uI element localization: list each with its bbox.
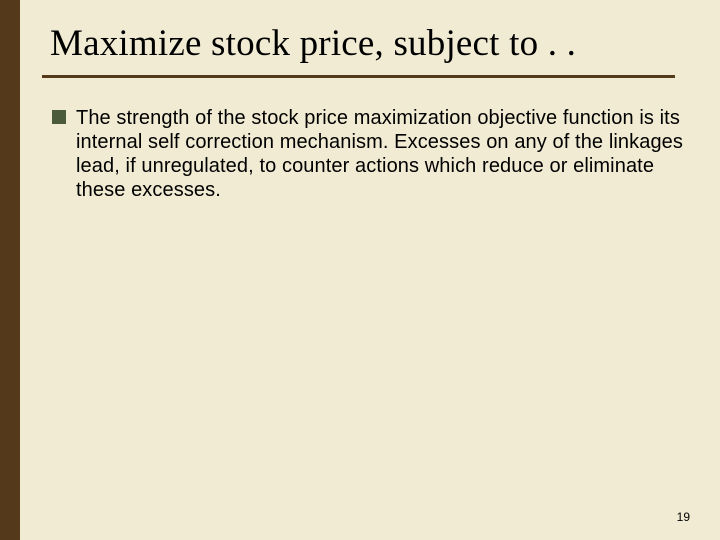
left-accent-border [0, 0, 20, 540]
content-area: Maximize stock price, subject to . . The… [20, 0, 720, 540]
page-number: 19 [677, 510, 690, 524]
bullet-item: The strength of the stock price maximiza… [50, 106, 685, 202]
slide-title: Maximize stock price, subject to . . [50, 22, 685, 65]
title-underline [42, 75, 675, 78]
slide: Maximize stock price, subject to . . The… [0, 0, 720, 540]
square-bullet-icon [52, 110, 66, 124]
bullet-text: The strength of the stock price maximiza… [76, 106, 685, 202]
